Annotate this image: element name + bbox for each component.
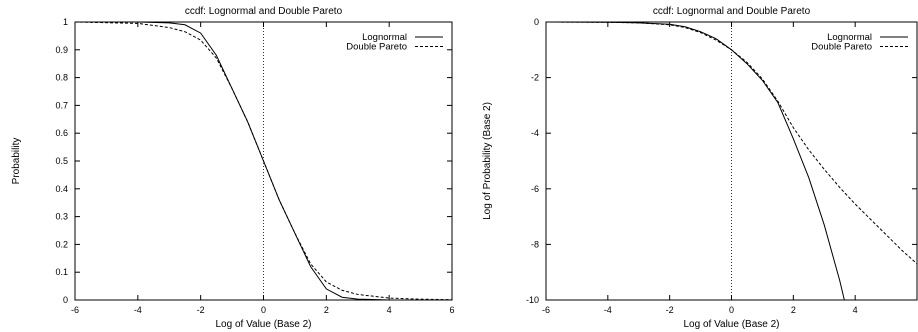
- x-tick-label: 0: [261, 305, 266, 315]
- legend-label: Lognormal: [362, 32, 407, 43]
- y-tick-label: 1: [63, 17, 68, 27]
- x-tick-label: -2: [666, 305, 674, 315]
- legend-label: Double Pareto: [811, 42, 872, 53]
- x-axis-label: Log of Value (Base 2): [684, 319, 780, 330]
- x-tick-label: 2: [791, 305, 796, 315]
- y-tick-label: 0: [534, 17, 539, 27]
- y-tick-label: 0.2: [55, 239, 68, 249]
- y-tick-label: -8: [531, 239, 539, 249]
- y-axis-label: Probability: [11, 138, 22, 185]
- series-line-double-pareto: [546, 22, 917, 265]
- y-tick-label: -4: [531, 128, 539, 138]
- x-tick-label: 6: [449, 305, 454, 315]
- y-tick-label: 0: [63, 295, 68, 305]
- y-tick-label: 0.3: [55, 212, 68, 222]
- x-tick-label: -4: [134, 305, 142, 315]
- x-tick-label: 4: [853, 305, 858, 315]
- chart-left: -6 -4 -2 0 2 4 6 0 0.1 0.2 0.3 0.4 0.5 0.6 0.7 0.8 0.9 1 L…: [11, 6, 455, 330]
- y-axis-label: Log of Probability (Base 2): [482, 102, 493, 220]
- y-tick-label: -6: [531, 184, 539, 194]
- y-tick-label: 0.4: [55, 184, 68, 194]
- x-tick-label: 0: [729, 305, 734, 315]
- series-line-double-pareto: [75, 22, 452, 300]
- legend-label: Double Pareto: [346, 42, 407, 53]
- y-tick-label: -10: [526, 295, 539, 305]
- chart-title: ccdf: Lognormal and Double Pareto: [185, 6, 343, 17]
- x-axis-label: Log of Value (Base 2): [216, 319, 312, 330]
- y-tick-label: 0.6: [55, 128, 68, 138]
- legend-label: Lognormal: [827, 32, 872, 43]
- series-line-lognormal: [546, 22, 845, 300]
- chart-title: ccdf: Lognormal and Double Pareto: [653, 6, 811, 17]
- y-tick-label: 0.9: [55, 45, 68, 55]
- x-tick-label: -6: [542, 305, 550, 315]
- y-tick-label: -2: [531, 73, 539, 83]
- y-tick-label: 0.1: [55, 267, 68, 277]
- y-tick-label: 0.5: [55, 156, 68, 166]
- x-tick-label: -2: [197, 305, 205, 315]
- y-tick-label: 0.8: [55, 73, 68, 83]
- x-tick-label: 2: [324, 305, 329, 315]
- x-tick-label: -6: [71, 305, 79, 315]
- y-tick-label: 0.7: [55, 100, 68, 110]
- x-tick-label: -4: [604, 305, 612, 315]
- x-tick-label: 4: [387, 305, 392, 315]
